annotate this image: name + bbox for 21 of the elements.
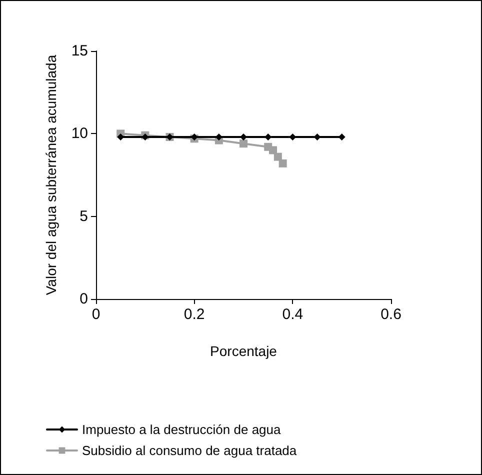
point (240, 133, 247, 140)
point (314, 133, 321, 140)
point (190, 133, 198, 140)
point (338, 133, 346, 140)
y-tick-label: 10 (71, 125, 88, 142)
x-tick-label: 0 (92, 306, 100, 323)
x-tick-label: 0.6 (380, 306, 402, 323)
point (278, 159, 287, 168)
point (289, 133, 296, 140)
legend-label: Subsidio al consumo de agua tratada (82, 443, 298, 458)
y-tick-label: 5 (80, 208, 88, 225)
y-tick-label: 0 (80, 290, 88, 308)
y-tick-label: 15 (71, 42, 88, 60)
legend-label: Impuesto a la destrucción de agua (82, 422, 282, 437)
point (274, 152, 282, 161)
point (269, 146, 277, 154)
y-axis-title: Valor del agua subterránea acumulada (43, 54, 59, 296)
x-axis-title: Porcentaje (210, 343, 278, 359)
point (240, 140, 248, 148)
x-tick-label: 0.2 (184, 306, 205, 323)
x-tick-label: 0.4 (282, 306, 304, 323)
